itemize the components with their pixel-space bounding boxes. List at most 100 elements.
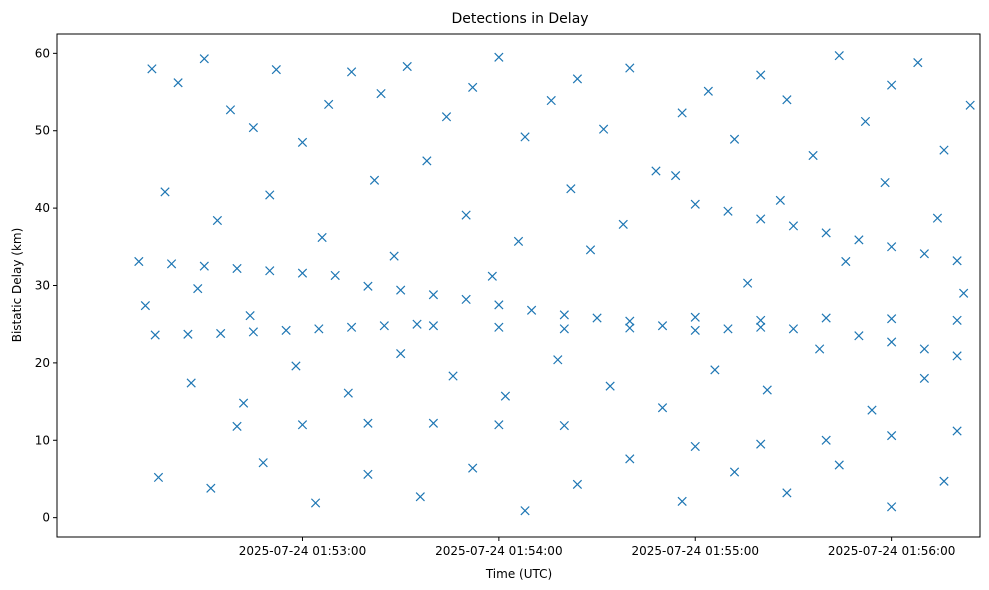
data-point-scatter-clutter-116 bbox=[959, 288, 969, 298]
data-point-track-falling-upper-6 bbox=[887, 242, 897, 252]
data-point-scatter-clutter-70 bbox=[553, 355, 563, 365]
data-point-scatter-clutter-12 bbox=[441, 112, 452, 122]
x-tick-label-3: 2025-07-24 01:56:00 bbox=[828, 544, 955, 558]
data-point-scatter-clutter-54 bbox=[775, 195, 785, 206]
data-point-scatter-clutter-99 bbox=[887, 502, 897, 512]
y-tick-label-6: 60 bbox=[35, 46, 50, 60]
data-point-scatter-clutter-44 bbox=[160, 187, 170, 197]
data-point-track-falling-upper-1 bbox=[723, 206, 733, 216]
data-point-track-falling-middle-8 bbox=[625, 316, 635, 326]
data-point-scatter-clutter-52 bbox=[618, 219, 628, 229]
y-tick-label-1: 10 bbox=[35, 433, 50, 447]
data-point-scatter-clutter-89 bbox=[363, 469, 373, 479]
data-point-track-falling-middle-11 bbox=[723, 324, 733, 334]
data-point-scatter-clutter-46 bbox=[265, 190, 275, 200]
data-point-scatter-clutter-113 bbox=[585, 245, 596, 255]
data-point-scatter-clutter-86 bbox=[206, 483, 216, 493]
data-points bbox=[134, 51, 975, 516]
data-point-scatter-clutter-53 bbox=[670, 170, 681, 181]
data-point-track-flat-25-1 bbox=[494, 322, 504, 332]
data-point-track-falling-middle-10 bbox=[690, 325, 700, 336]
data-point-track-falling-upper-3 bbox=[788, 221, 799, 231]
data-point-scatter-clutter-22 bbox=[703, 86, 713, 96]
data-point-track-low-12-1 bbox=[297, 420, 308, 430]
data-point-scatter-clutter-93 bbox=[572, 479, 583, 490]
data-point-scatter-clutter-21 bbox=[677, 108, 687, 118]
data-point-scatter-clutter-76 bbox=[867, 405, 877, 415]
y-tick-label-5: 50 bbox=[35, 124, 50, 138]
data-point-scatter-clutter-75 bbox=[814, 344, 825, 354]
data-point-scatter-clutter-29 bbox=[887, 80, 897, 90]
data-point-scatter-clutter-28 bbox=[860, 116, 871, 127]
data-point-scatter-clutter-1 bbox=[173, 78, 183, 88]
data-point-scatter-clutter-111 bbox=[389, 251, 399, 261]
data-point-scatter-clutter-9 bbox=[376, 88, 386, 99]
data-point-track-early-23-7 bbox=[379, 321, 389, 331]
data-point-scatter-clutter-95 bbox=[677, 496, 687, 507]
data-point-scatter-clutter-71 bbox=[605, 381, 615, 391]
x-tick-label-2: 2025-07-24 01:55:00 bbox=[632, 544, 759, 558]
data-point-scatter-clutter-67 bbox=[396, 348, 406, 359]
data-point-scatter-clutter-109 bbox=[193, 283, 203, 294]
data-point-scatter-clutter-13 bbox=[468, 82, 478, 93]
y-tick-label-0: 0 bbox=[42, 511, 50, 525]
data-point-scatter-clutter-31 bbox=[939, 145, 949, 155]
data-point-scatter-clutter-8 bbox=[346, 67, 357, 77]
data-point-scatter-clutter-26 bbox=[808, 150, 818, 161]
data-point-track-falling-upper-4 bbox=[821, 228, 831, 238]
data-point-scatter-clutter-56 bbox=[932, 213, 943, 223]
data-point-scatter-clutter-66 bbox=[343, 388, 353, 398]
data-point-scatter-clutter-6 bbox=[297, 137, 308, 147]
data-point-track-falling-middle-3 bbox=[461, 294, 471, 305]
data-point-track-early-23-5 bbox=[314, 324, 324, 334]
data-point-track-falling-middle-17 bbox=[952, 351, 962, 361]
data-point-track-flat-25-2 bbox=[559, 324, 569, 334]
data-point-track-early-23-4 bbox=[281, 325, 291, 336]
data-point-scatter-clutter-115 bbox=[841, 256, 851, 267]
data-point-scatter-clutter-15 bbox=[520, 132, 530, 142]
data-point-track-falling-middle-14 bbox=[854, 331, 864, 341]
data-point-scatter-clutter-88 bbox=[310, 498, 321, 508]
data-point-track-early-33-1 bbox=[166, 259, 177, 269]
data-point-scatter-clutter-4 bbox=[248, 123, 259, 133]
data-point-scatter-clutter-10 bbox=[402, 61, 412, 72]
data-point-track-falling-middle-5 bbox=[526, 305, 537, 315]
data-point-track-falling-upper-8 bbox=[952, 256, 962, 266]
data-point-track-falling-upper-2 bbox=[756, 214, 766, 224]
data-point-track-low-12-8 bbox=[821, 435, 831, 445]
y-tick-label-3: 30 bbox=[35, 279, 50, 293]
data-point-scatter-clutter-20 bbox=[651, 166, 661, 176]
data-point-track-low-12-0 bbox=[232, 421, 242, 431]
data-point-track-low-12-4 bbox=[494, 420, 504, 430]
data-point-track-low-12-2 bbox=[363, 418, 373, 428]
y-axis-ticks: 0 10 20 30 40 50 60 bbox=[35, 46, 57, 525]
data-point-track-low-12-9 bbox=[887, 431, 897, 441]
data-point-scatter-clutter-32 bbox=[965, 100, 975, 110]
data-point-scatter-clutter-98 bbox=[834, 460, 844, 470]
data-point-track-flat-25-6 bbox=[821, 313, 831, 323]
x-axis-ticks: 2025-07-24 01:53:00 2025-07-24 01:54:00 20… bbox=[239, 537, 955, 558]
data-point-scatter-clutter-3 bbox=[225, 105, 236, 115]
data-point-track-flat-25-7 bbox=[887, 314, 897, 324]
data-point-track-falling-upper-5 bbox=[854, 235, 864, 245]
data-point-scatter-clutter-96 bbox=[729, 467, 740, 477]
data-point-scatter-clutter-100 bbox=[939, 476, 949, 486]
data-point-scatter-clutter-90 bbox=[415, 492, 425, 502]
data-point-scatter-clutter-51 bbox=[566, 184, 576, 194]
data-point-track-falling-middle-1 bbox=[396, 285, 406, 295]
data-point-track-flat-25-8 bbox=[952, 315, 962, 325]
data-point-scatter-clutter-24 bbox=[756, 70, 766, 80]
x-tick-label-0: 2025-07-24 01:53:00 bbox=[239, 544, 366, 558]
data-point-scatter-clutter-91 bbox=[468, 463, 478, 473]
data-point-scatter-clutter-77 bbox=[919, 373, 929, 383]
data-point-scatter-clutter-87 bbox=[258, 458, 268, 468]
data-point-track-falling-middle-4 bbox=[494, 300, 504, 310]
data-point-scatter-clutter-30 bbox=[913, 58, 923, 68]
data-point-scatter-clutter-18 bbox=[598, 124, 609, 134]
data-point-scatter-clutter-72 bbox=[657, 403, 668, 413]
y-tick-label-2: 20 bbox=[35, 356, 50, 370]
data-point-scatter-clutter-112 bbox=[487, 271, 497, 281]
data-point-track-falling-middle-2 bbox=[428, 290, 439, 300]
data-point-scatter-clutter-2 bbox=[199, 54, 209, 64]
